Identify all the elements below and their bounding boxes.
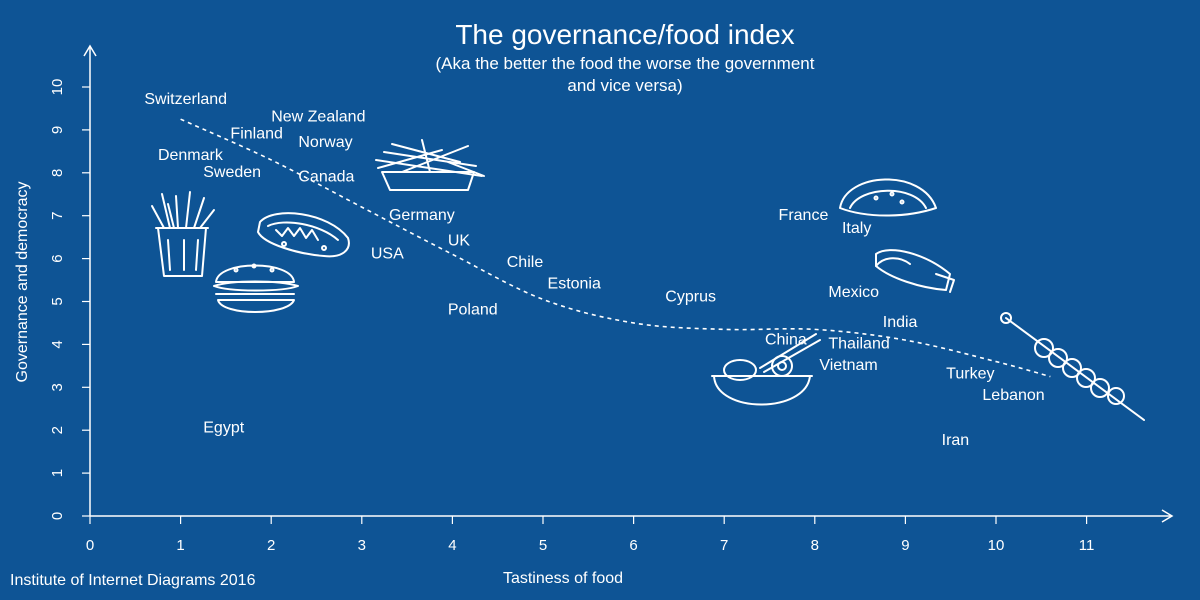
y-tick-label: 9: [49, 126, 66, 134]
country-label-china: China: [765, 331, 807, 348]
country-label-india: India: [883, 314, 918, 331]
x-tick-label: 3: [358, 537, 366, 554]
fries-bucket-icon: [151, 191, 215, 277]
y-tick-label: 10: [49, 79, 66, 96]
taco-icon: [839, 178, 937, 217]
x-tick-label: 0: [86, 537, 94, 554]
country-label-canada: Canada: [298, 168, 354, 185]
y-tick-label: 1: [49, 469, 66, 477]
credit-text: Institute of Internet Diagrams 2016: [10, 572, 256, 589]
country-label-uk: UK: [448, 233, 471, 250]
y-ticks: 0 1 2 3 4 5 6 7 8 9 10: [49, 79, 90, 520]
kebab-skewer-icon: [1000, 312, 1145, 421]
y-tick-label: 8: [49, 169, 66, 177]
trend-line: [180, 118, 1051, 378]
burger-icon: [213, 263, 299, 313]
x-tick-label: 4: [448, 537, 456, 554]
y-tick-label: 2: [49, 426, 66, 434]
y-tick-label: 0: [49, 512, 66, 520]
country-label-thailand: Thailand: [828, 336, 889, 353]
country-label-italy: Italy: [842, 220, 871, 237]
country-label-cyprus: Cyprus: [665, 289, 716, 306]
country-label-norway: Norway: [298, 134, 352, 151]
country-label-germany: Germany: [389, 207, 455, 224]
x-tick-label: 8: [811, 537, 819, 554]
x-tick-label: 1: [176, 537, 184, 554]
country-label-mexico: Mexico: [828, 284, 879, 301]
x-axis-arrow: [1161, 509, 1174, 523]
country-label-egypt: Egypt: [203, 419, 244, 436]
chart-subtitle-line-1: (Aka the better the food the worse the g…: [436, 54, 815, 73]
x-tick-label: 6: [629, 537, 637, 554]
country-label-vietnam: Vietnam: [819, 357, 877, 374]
x-tick-label: 5: [539, 537, 547, 554]
y-tick-label: 4: [49, 340, 66, 348]
chart-title: The governance/food index: [455, 19, 794, 50]
country-label-sweden: Sweden: [203, 164, 261, 181]
country-label-denmark: Denmark: [158, 147, 224, 164]
y-axis-arrow: [83, 44, 97, 57]
y-tick-label: 5: [49, 297, 66, 305]
country-label-usa: USA: [371, 246, 404, 263]
x-tick-label: 2: [267, 537, 275, 554]
burrito-icon: [875, 249, 955, 293]
poutine-icon: [375, 139, 485, 191]
x-tick-label: 11: [1079, 537, 1095, 554]
x-ticks: 0 1 2 3 4 5 6 7 8 9 10 11: [86, 516, 1095, 554]
country-label-france: France: [779, 207, 829, 224]
country-label-poland: Poland: [448, 301, 498, 318]
country-label-chile: Chile: [507, 254, 544, 271]
y-tick-label: 6: [49, 254, 66, 262]
y-axis-label: Governance and democracy: [14, 182, 31, 383]
y-tick-label: 7: [49, 212, 66, 220]
chart-subtitle-line-2: and vice versa): [567, 76, 682, 95]
axes: [83, 44, 1174, 523]
hotdog-icon: [257, 212, 350, 258]
country-label-lebanon: Lebanon: [982, 387, 1044, 404]
country-label-finland: Finland: [230, 125, 282, 142]
x-tick-label: 10: [988, 537, 1005, 554]
y-tick-label: 3: [49, 383, 66, 391]
country-label-switzerland: Switzerland: [144, 91, 227, 108]
noodle-bowl-icon: [711, 333, 821, 406]
country-label-estonia: Estonia: [548, 276, 601, 293]
x-tick-label: 7: [720, 537, 728, 554]
country-label-iran: Iran: [942, 432, 970, 449]
x-axis-label: Tastiness of food: [503, 570, 623, 587]
country-label-turkey: Turkey: [946, 366, 994, 383]
x-tick-label: 9: [901, 537, 909, 554]
country-label-new-zealand: New Zealand: [271, 108, 365, 125]
